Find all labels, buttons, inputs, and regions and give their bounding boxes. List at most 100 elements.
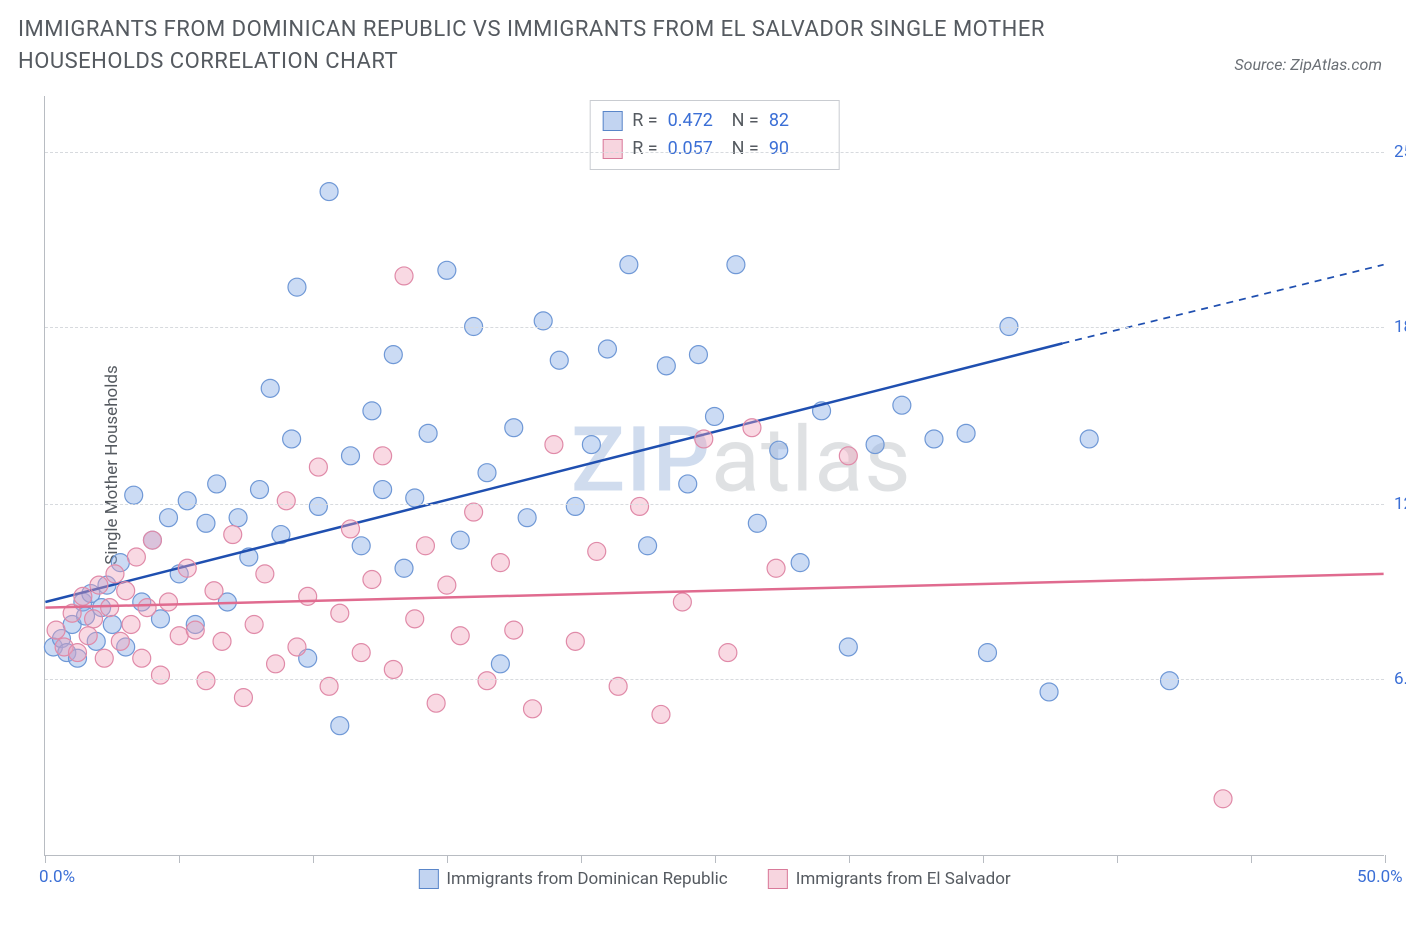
data-point (631, 497, 649, 515)
data-point (47, 621, 65, 639)
data-point (374, 447, 392, 465)
data-point (178, 559, 196, 577)
x-tick (715, 855, 716, 863)
data-point (419, 424, 437, 442)
data-point (582, 436, 600, 454)
x-tick (1117, 855, 1118, 863)
data-point (427, 694, 445, 712)
data-point (979, 644, 997, 662)
trend-line-extension (1062, 265, 1383, 344)
data-point (106, 565, 124, 583)
data-point (384, 346, 402, 364)
data-point (309, 458, 327, 476)
data-point (213, 632, 231, 650)
data-point (395, 267, 413, 285)
data-point (197, 514, 215, 532)
data-point (283, 430, 301, 448)
grid-line (45, 327, 1384, 328)
legend-item: Immigrants from Dominican Republic (418, 869, 727, 889)
data-point (866, 436, 884, 454)
x-tick (849, 855, 850, 863)
data-point (277, 492, 295, 510)
data-point (491, 554, 509, 572)
data-point (186, 621, 204, 639)
data-point (133, 649, 151, 667)
data-point (342, 520, 360, 538)
x-tick-label: 50.0% (1357, 867, 1403, 887)
data-point (719, 644, 737, 662)
legend-label: Immigrants from El Salvador (796, 869, 1011, 889)
x-tick (179, 855, 180, 863)
data-point (767, 559, 785, 577)
data-point (288, 278, 306, 296)
data-point (748, 514, 766, 532)
data-point (79, 627, 97, 645)
data-point (234, 689, 252, 707)
data-point (839, 447, 857, 465)
data-point (160, 509, 178, 527)
x-tick-label: 0.0% (39, 867, 75, 887)
data-point (101, 599, 119, 617)
data-point (1214, 790, 1232, 808)
data-point (151, 666, 169, 684)
data-point (588, 542, 606, 560)
data-point (256, 565, 274, 583)
data-point (478, 464, 496, 482)
data-point (320, 183, 338, 201)
data-point (598, 340, 616, 358)
data-point (384, 660, 402, 678)
data-point (438, 576, 456, 594)
data-point (103, 616, 121, 634)
x-tick (983, 855, 984, 863)
data-point (178, 492, 196, 510)
data-point (309, 497, 327, 515)
data-point (451, 627, 469, 645)
data-point (550, 351, 568, 369)
data-point (363, 402, 381, 420)
data-point (95, 649, 113, 667)
data-point (518, 509, 536, 527)
data-point (727, 256, 745, 274)
trend-line (45, 343, 1062, 602)
data-point (1080, 430, 1098, 448)
x-tick (1385, 855, 1386, 863)
data-point (245, 616, 263, 634)
data-point (438, 261, 456, 279)
x-tick (1251, 855, 1252, 863)
data-point (331, 604, 349, 622)
data-point (1040, 683, 1058, 701)
data-point (229, 509, 247, 527)
data-point (352, 644, 370, 662)
data-point (143, 531, 161, 549)
x-tick (581, 855, 582, 863)
y-tick-label: 6.3% (1394, 669, 1406, 689)
data-point (679, 475, 697, 493)
data-point (770, 441, 788, 459)
grid-line (45, 152, 1384, 153)
data-point (609, 677, 627, 695)
data-point (673, 593, 691, 611)
data-point (127, 548, 145, 566)
data-point (395, 559, 413, 577)
data-point (170, 627, 188, 645)
data-point (288, 638, 306, 656)
data-point (839, 638, 857, 656)
grid-line (45, 679, 1384, 680)
data-point (374, 481, 392, 499)
data-point (267, 655, 285, 673)
data-point (122, 616, 140, 634)
data-point (478, 672, 496, 690)
data-point (160, 593, 178, 611)
data-point (251, 481, 269, 499)
plot-area: R =0.472N =82R =0.057N =90 ZIPatlas Immi… (44, 96, 1384, 856)
legend-swatch (418, 869, 438, 889)
data-point (451, 531, 469, 549)
data-point (1161, 672, 1179, 690)
data-point (69, 644, 87, 662)
data-point (352, 537, 370, 555)
legend-label: Immigrants from Dominican Republic (446, 869, 727, 889)
bottom-legend: Immigrants from Dominican Republic Immigr… (418, 869, 1010, 889)
legend-swatch (768, 869, 788, 889)
data-point (695, 430, 713, 448)
x-tick (45, 855, 46, 863)
